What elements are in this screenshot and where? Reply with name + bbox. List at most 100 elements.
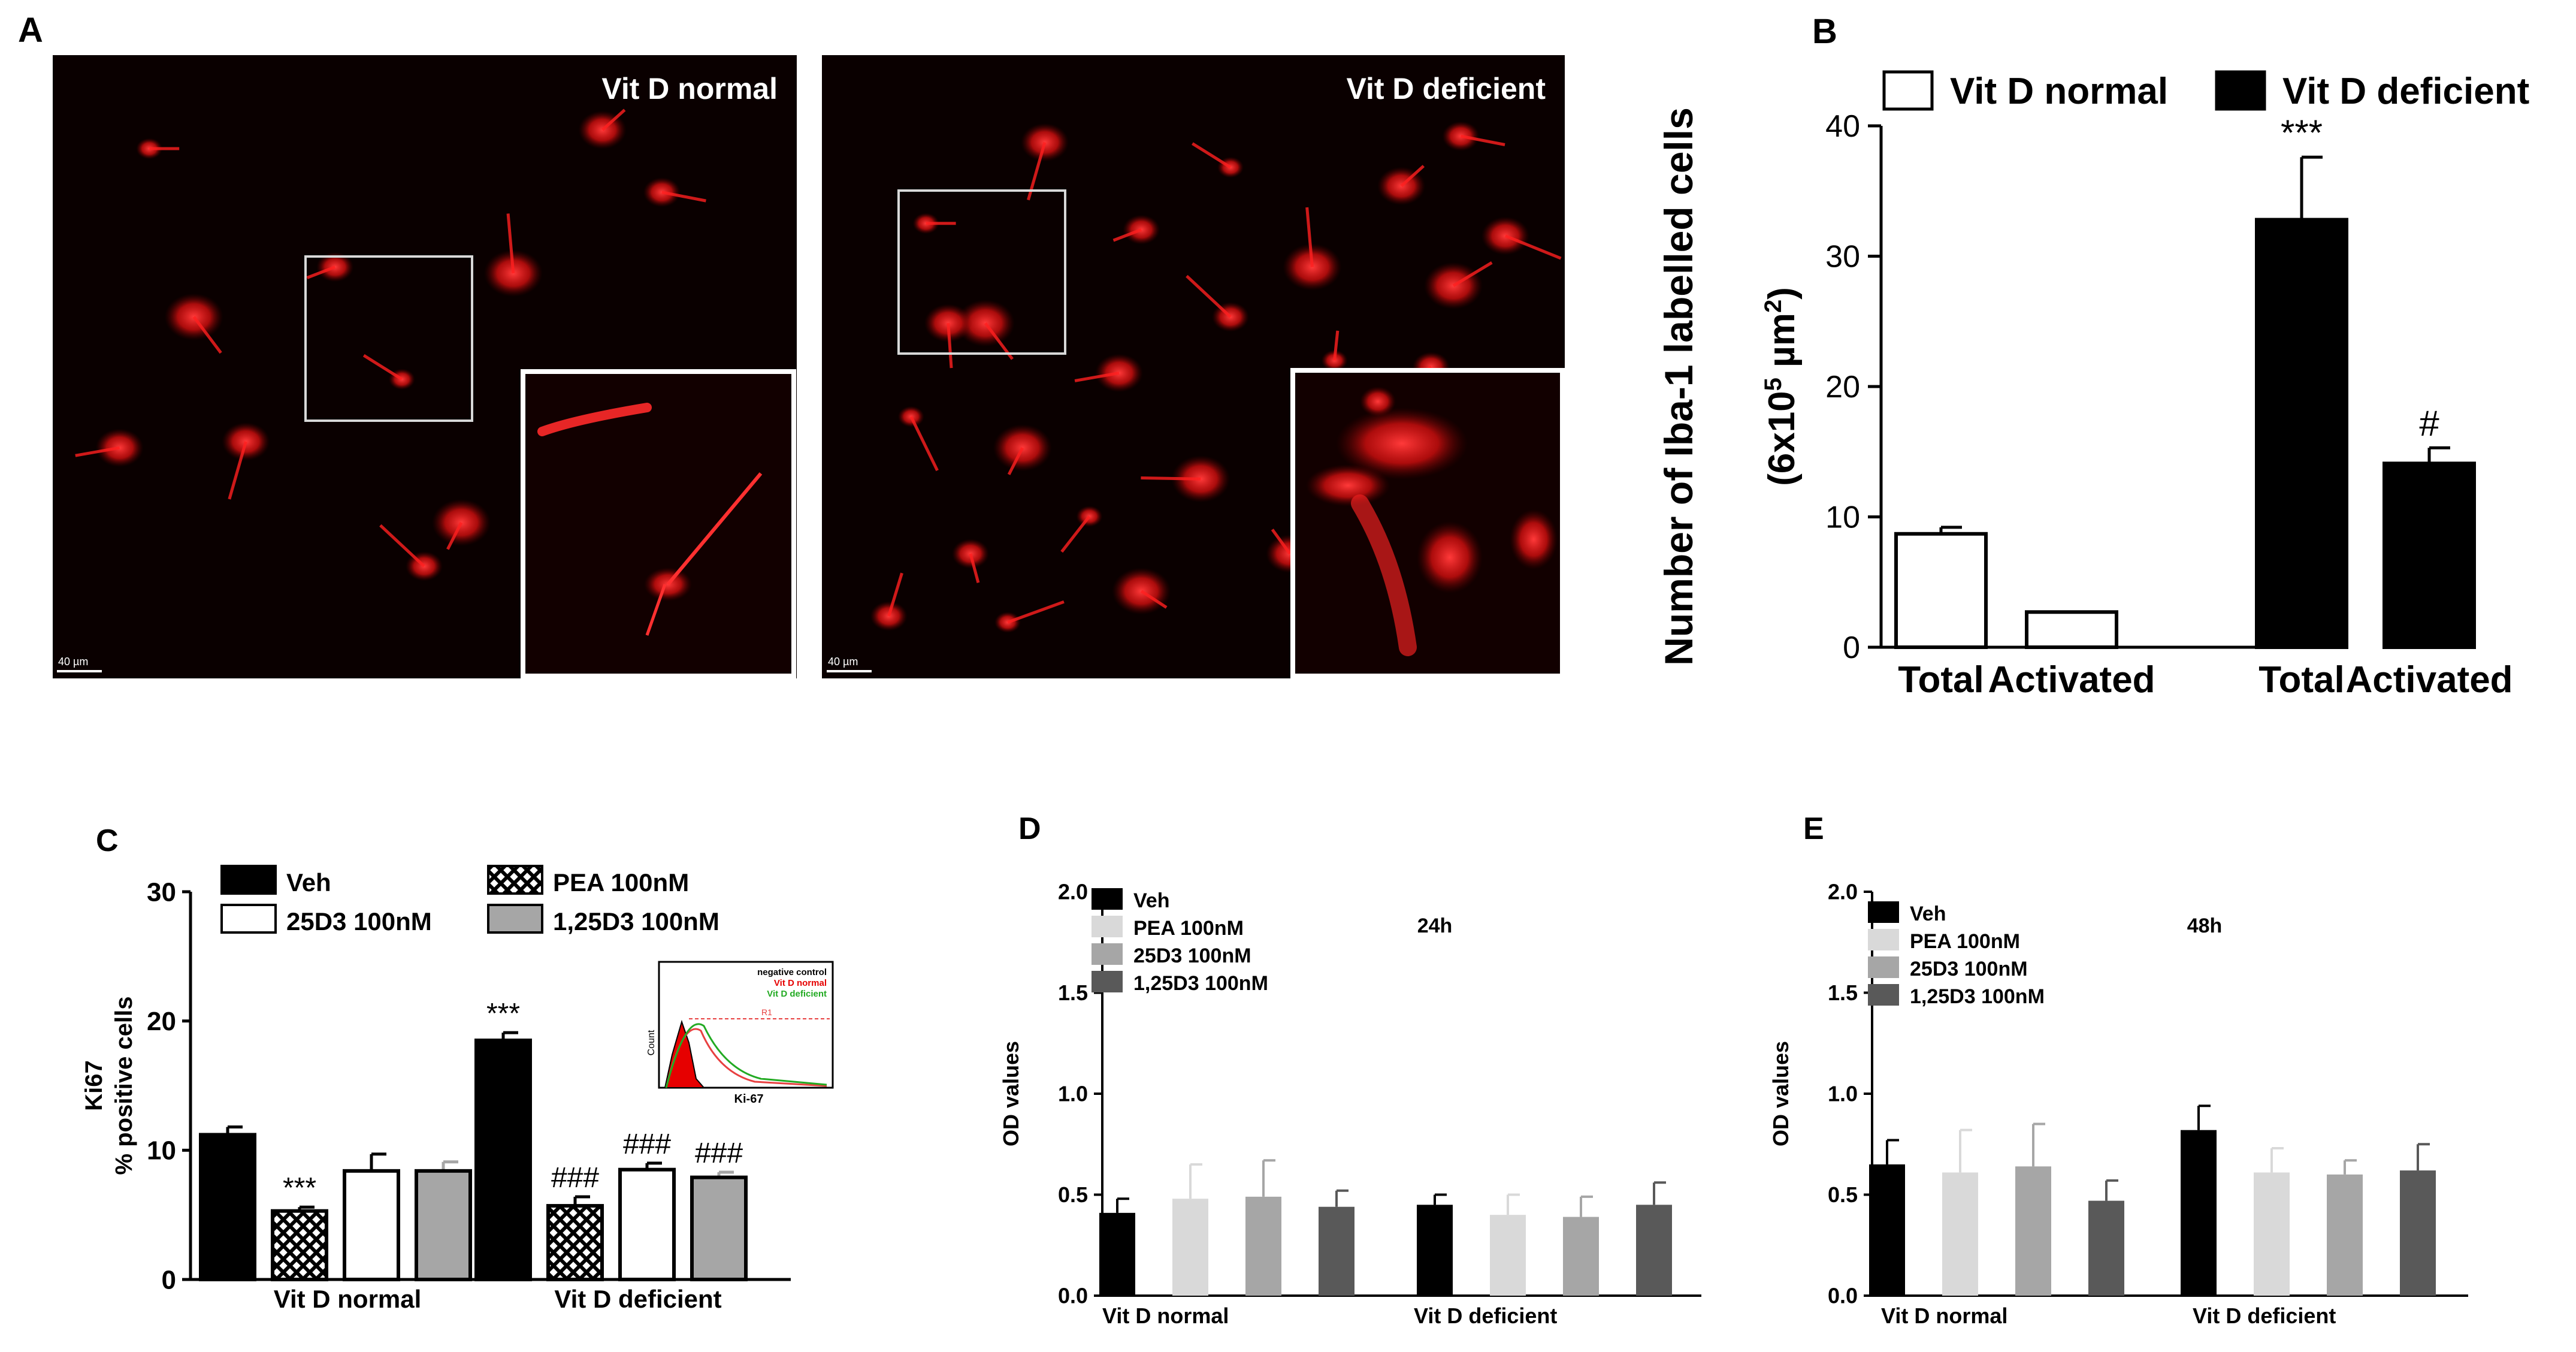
bar [2383, 461, 2476, 649]
micrograph-label: Vit D normal [601, 72, 778, 105]
bar [2088, 1200, 2124, 1296]
scalebar-label: 40 µm [58, 656, 88, 668]
micrograph-vit-d-deficient: Vit D deficient 40 µm [822, 55, 1565, 678]
y-axis-label: OD values [999, 1041, 1023, 1146]
microglia-process [379, 524, 425, 568]
legend-label: 25D3 100nM [1910, 958, 2028, 980]
y-tick-label: 1.0 [1058, 1082, 1088, 1106]
panel-d-letter: D [1018, 811, 1041, 846]
y-tick-label: 1.5 [1058, 980, 1088, 1005]
bar [1417, 1205, 1453, 1296]
microglia-process [1504, 234, 1562, 260]
microglia-process [1140, 590, 1168, 609]
microglia-process [1333, 330, 1340, 361]
significance-marker: *** [2281, 113, 2323, 153]
bar [1636, 1205, 1672, 1296]
bar [1099, 1212, 1135, 1296]
x-group-label: Vit D normal [1881, 1303, 2007, 1328]
bar [415, 1169, 472, 1281]
microglia-process [909, 416, 939, 472]
x-group-label: Vit D deficient [2193, 1303, 2336, 1328]
inset-negative-histogram [664, 1019, 706, 1088]
legend-label: Vit D deficient [2282, 71, 2529, 112]
legend-swatch [1092, 916, 1123, 937]
y-tick-label: 2.0 [1828, 880, 1858, 904]
legend-label: 1,25D3 100nM [553, 907, 719, 935]
legend-swatch [1868, 901, 1899, 923]
y-tick-label: 10 [1825, 500, 1860, 535]
microglia-process [969, 553, 980, 583]
x-group-label: Vit D deficient [1414, 1303, 1557, 1328]
bar [474, 1039, 532, 1282]
legend-label: Veh [1133, 889, 1169, 912]
significance-marker: ### [695, 1137, 743, 1169]
bar [546, 1204, 604, 1281]
timepoint-label: 24h [1417, 915, 1453, 937]
legend-label: Vit D normal [1950, 71, 2168, 112]
legend-label: 25D3 100nM [286, 907, 432, 935]
timepoint-label: 48h [2187, 915, 2223, 937]
bar [2015, 1166, 2051, 1296]
y-tick-label: 30 [147, 877, 176, 907]
inset-legend-label: negative control [757, 967, 827, 977]
scalebar-label: 40 µm [828, 656, 858, 668]
microglia-process [362, 354, 403, 381]
legend-label: PEA 100nM [553, 868, 689, 897]
legend-label: 1,25D3 100nM [1910, 985, 2045, 1008]
y-tick-label: 0 [162, 1265, 176, 1294]
legend-label: PEA 100nM [1133, 917, 1244, 940]
legend-label: PEA 100nM [1910, 930, 2020, 953]
x-group-label: Vit D deficient [554, 1285, 721, 1313]
roi-box [304, 255, 473, 422]
legend-swatch [487, 865, 543, 895]
legend-swatch [1092, 888, 1123, 910]
bar [199, 1133, 256, 1282]
bar [618, 1167, 676, 1282]
y-tick-label: 0 [1843, 630, 1860, 665]
y-tick-label: 20 [1825, 370, 1860, 405]
chart-b: 0 10 20 30 40 Number of Iba-1 labelled cells (… [1656, 70, 2529, 701]
bar [1942, 1172, 1978, 1296]
legend-swatch [220, 865, 277, 895]
legend-swatch [1092, 971, 1123, 992]
x-tick-label: Total [1898, 659, 1984, 701]
bar [1172, 1199, 1208, 1296]
y-axis-label: Ki67 [81, 1060, 107, 1111]
bar [1894, 532, 1988, 650]
microglia-process [1007, 447, 1024, 475]
bar [690, 1175, 748, 1281]
roi-box [897, 189, 1066, 355]
y-axis-label-units: (6x105 µm2) [1760, 287, 1803, 486]
significance-marker: ### [551, 1162, 599, 1194]
microglia-process [1305, 207, 1314, 267]
microglia-process [228, 441, 247, 500]
bar [2255, 218, 2348, 650]
panel-e-letter: E [1803, 811, 1824, 846]
microglia-process [446, 521, 463, 550]
y-tick-label: 0.0 [1828, 1284, 1858, 1308]
chart-e: 0.0 0.5 1.0 1.5 2.0 OD values Veh PEA 100nM 25D3… [1768, 880, 2468, 1328]
microglia-process [601, 108, 626, 131]
microglia-process [1141, 476, 1201, 481]
bar [2025, 610, 2118, 650]
legend-label: Veh [286, 868, 331, 897]
legend-label: 25D3 100nM [1133, 944, 1251, 967]
microglia-process [1007, 600, 1065, 624]
bar [2181, 1130, 2217, 1296]
micrograph-label: Vit D deficient [1347, 72, 1546, 105]
legend-swatch [1868, 984, 1899, 1006]
microglia-process [506, 213, 515, 274]
y-axis-label: Number of Iba-1 labelled cells [1656, 107, 1701, 666]
microglia-process [1074, 371, 1120, 382]
legend-swatch [2215, 70, 2266, 111]
microglia-process [947, 323, 953, 369]
legend-swatch [487, 904, 543, 934]
micrograph-cells [870, 121, 1562, 633]
microglia-process [1192, 142, 1232, 169]
y-tick-label: 0.5 [1828, 1182, 1858, 1207]
zoom-inset [1290, 368, 1565, 678]
legend-swatch [220, 904, 277, 934]
legend-swatch [1092, 943, 1123, 965]
inset-x-label: Ki-67 [734, 1093, 764, 1106]
panel-c-letter: C [96, 823, 119, 858]
